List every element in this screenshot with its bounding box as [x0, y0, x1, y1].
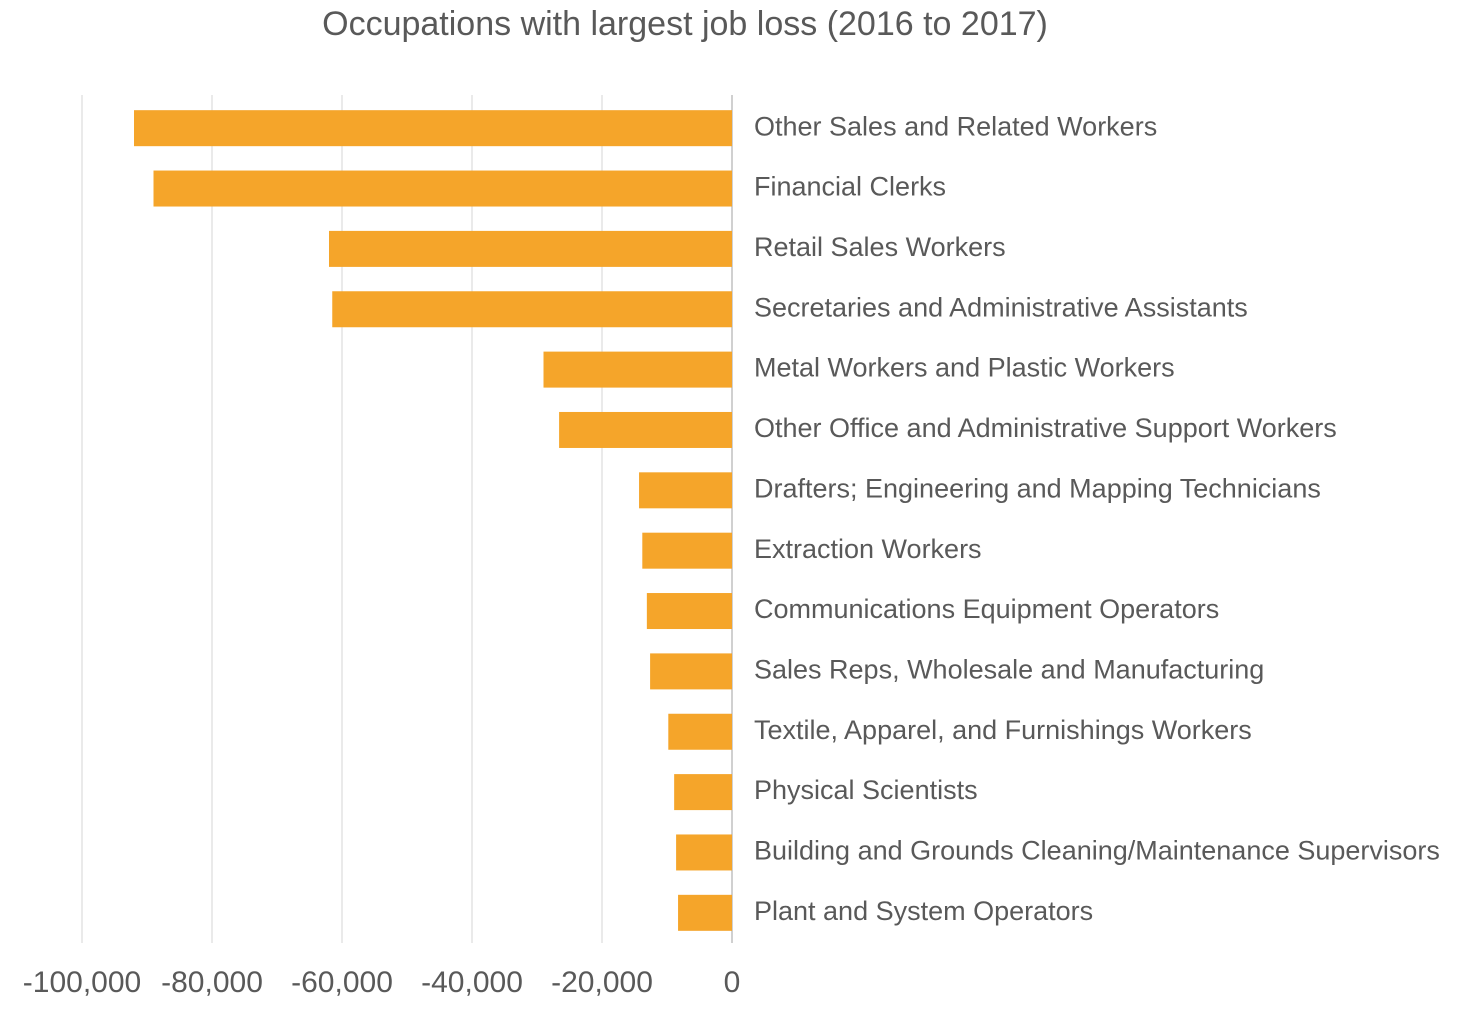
bar	[329, 230, 732, 267]
x-tick-label: -100,000	[23, 966, 141, 999]
bar	[134, 110, 732, 147]
bar	[642, 532, 732, 569]
bar	[674, 774, 732, 811]
bar	[543, 351, 732, 388]
y-tick-label: Physical Scientists	[754, 775, 978, 805]
y-tick-label: Retail Sales Workers	[754, 232, 1006, 262]
bar	[676, 834, 732, 871]
bar	[332, 291, 732, 328]
chart-title: Occupations with largest job loss (2016 …	[322, 5, 1048, 43]
y-tick-label: Textile, Apparel, and Furnishings Worker…	[754, 715, 1252, 745]
bar	[646, 593, 732, 630]
y-tick-label: Building and Grounds Cleaning/Maintenanc…	[754, 836, 1440, 866]
bar	[639, 472, 732, 509]
bar	[559, 411, 732, 448]
y-tick-label: Plant and System Operators	[754, 896, 1093, 926]
y-tick-label: Sales Reps, Wholesale and Manufacturing	[754, 655, 1264, 685]
x-tick-label: -20,000	[551, 966, 653, 999]
y-tick-label: Communications Equipment Operators	[754, 594, 1219, 624]
bar	[668, 713, 732, 750]
y-tick-label: Secretaries and Administrative Assistant…	[754, 292, 1248, 322]
x-tick-label: -80,000	[161, 966, 263, 999]
bar	[650, 653, 732, 690]
y-tick-label: Metal Workers and Plastic Workers	[754, 353, 1175, 383]
y-tick-label: Extraction Workers	[754, 534, 982, 564]
bar	[678, 894, 732, 931]
y-tick-label: Other Office and Administrative Support …	[754, 413, 1337, 443]
y-tick-label: Other Sales and Related Workers	[754, 111, 1157, 141]
x-tick-label: 0	[724, 966, 741, 999]
x-tick-label: -40,000	[421, 966, 523, 999]
bar	[153, 170, 732, 207]
y-tick-label: Drafters; Engineering and Mapping Techni…	[754, 473, 1321, 503]
y-tick-label: Financial Clerks	[754, 172, 946, 202]
x-tick-label: -60,000	[291, 966, 393, 999]
